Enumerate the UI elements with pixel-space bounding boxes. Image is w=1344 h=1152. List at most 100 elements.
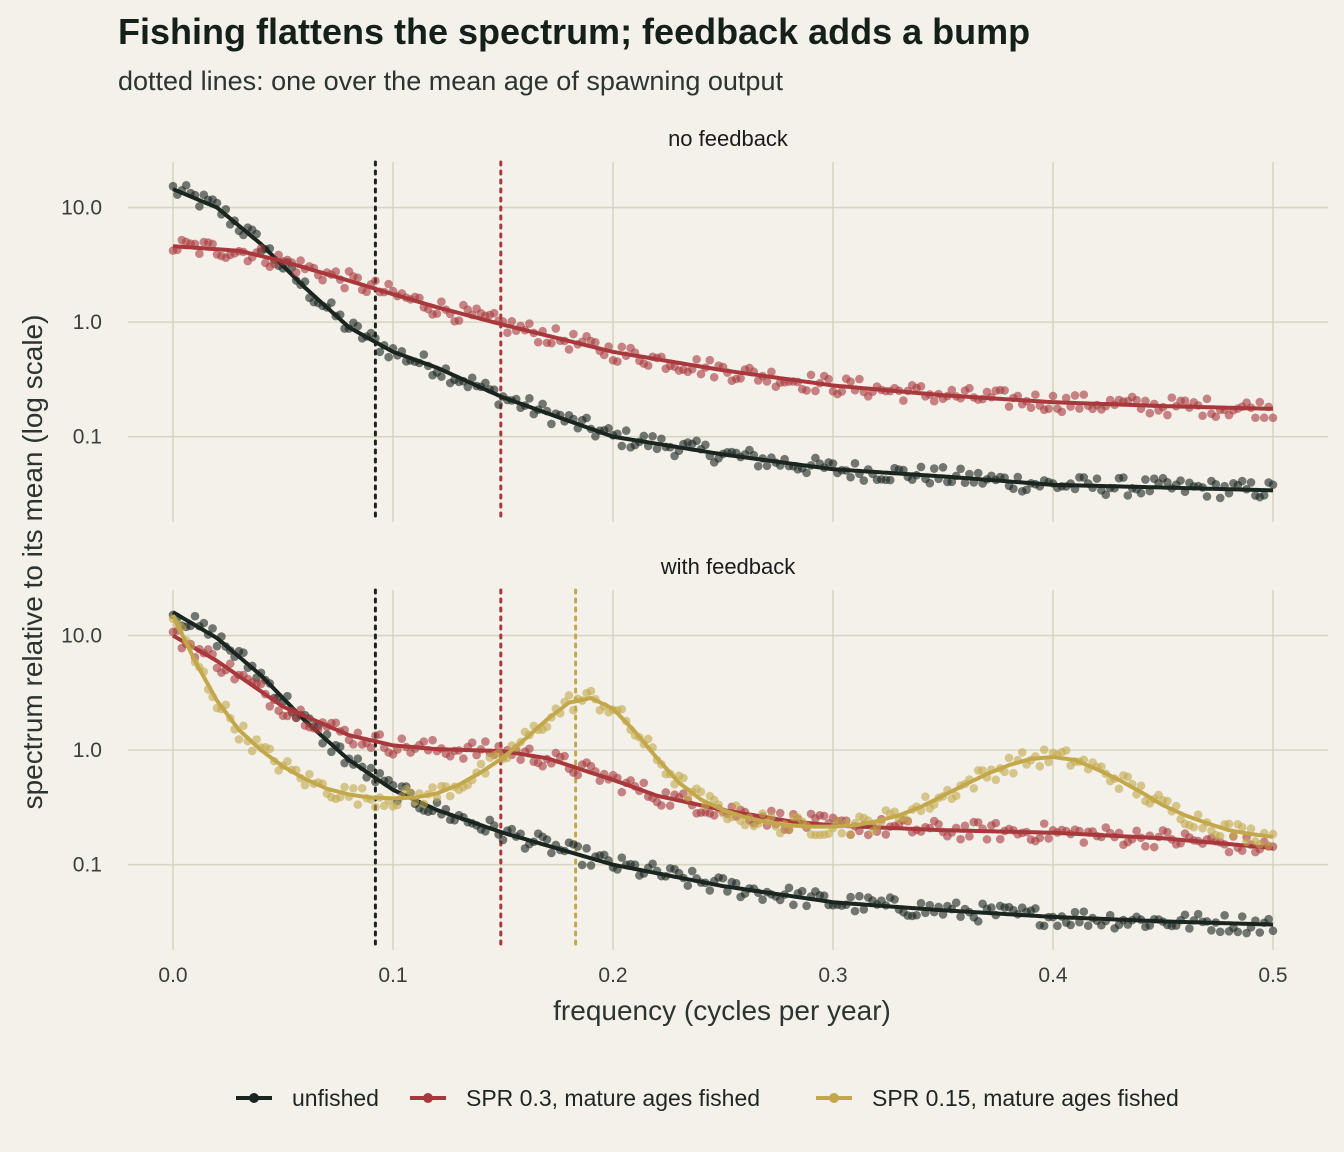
point-spr03 (824, 374, 833, 384)
point-spr03 (1132, 395, 1141, 405)
point-spr03 (599, 350, 609, 360)
point-spr03 (1251, 413, 1260, 423)
point-unfished (1031, 904, 1040, 913)
point-spr015 (921, 792, 930, 801)
point-spr03 (1039, 819, 1049, 828)
point-unfished (1136, 488, 1146, 498)
point-spr015 (1237, 822, 1247, 832)
legend-key-spr015-point (829, 1093, 839, 1103)
point-spr03 (533, 337, 543, 347)
point-spr03 (384, 279, 393, 289)
point-spr015 (1215, 831, 1225, 841)
point-spr03 (551, 324, 561, 333)
point-spr015 (1061, 746, 1071, 755)
point-spr03 (489, 308, 499, 318)
point-unfished (639, 431, 649, 441)
legend: unfished SPR 0.3, mature ages fished SPR… (236, 1085, 1179, 1111)
point-spr03 (692, 355, 701, 364)
panel-2: with feedback 0.1 1.0 10.0 (61, 554, 1328, 952)
point-unfished (1053, 921, 1062, 931)
point-spr03 (929, 396, 939, 406)
point-spr015 (758, 809, 767, 818)
point-spr015 (903, 816, 913, 825)
point-unfished (538, 399, 547, 409)
point-unfished (846, 892, 855, 902)
point-unfished (621, 426, 631, 435)
point-spr03 (503, 328, 512, 338)
point-spr015 (740, 820, 750, 830)
x-tick-label: 0.4 (1038, 964, 1068, 987)
point-unfished (481, 378, 490, 388)
point-unfished (802, 468, 811, 478)
point-spr03 (709, 811, 719, 820)
point-spr03 (995, 834, 1005, 844)
point-spr015 (393, 800, 402, 810)
y-tick-label: 10.0 (61, 197, 102, 220)
point-spr015 (1163, 796, 1172, 806)
point-spr03 (454, 316, 464, 325)
point-unfished (212, 641, 222, 651)
point-unfished (1079, 473, 1089, 482)
point-unfished (239, 648, 248, 657)
point-unfished (1013, 472, 1023, 482)
point-unfished (604, 423, 613, 433)
point-spr015 (1039, 745, 1049, 755)
point-spr015 (696, 787, 706, 797)
point-spr03 (613, 357, 622, 366)
point-spr03 (705, 355, 715, 365)
point-spr015 (353, 800, 363, 809)
point-spr03 (419, 737, 429, 746)
point-unfished (1233, 927, 1243, 937)
y-tick-label: 1.0 (73, 311, 102, 334)
point-spr015 (1255, 840, 1265, 849)
x-tick-label: 0.2 (598, 964, 627, 987)
point-spr015 (1246, 824, 1256, 833)
point-unfished (190, 611, 200, 621)
point-unfished (1075, 917, 1084, 927)
point-unfished (1268, 480, 1278, 490)
point-unfished (855, 891, 864, 901)
point-spr03 (195, 249, 204, 259)
point-spr03 (1035, 833, 1045, 843)
point-spr015 (445, 791, 455, 801)
point-spr015 (1009, 768, 1018, 778)
point-spr03 (225, 659, 235, 668)
point-unfished (947, 477, 957, 487)
point-spr03 (564, 345, 574, 354)
point-spr015 (1044, 757, 1053, 767)
point-unfished (1066, 920, 1075, 930)
point-spr03 (960, 821, 970, 831)
point-unfished (1207, 925, 1216, 935)
point-spr015 (335, 792, 345, 802)
point-unfished (1119, 473, 1128, 482)
point-spr015 (569, 705, 578, 715)
point-spr03 (1026, 403, 1036, 413)
point-spr03 (1070, 391, 1080, 400)
legend-label-spr015: SPR 0.15, mature ages fished (872, 1085, 1179, 1111)
point-unfished (925, 478, 935, 488)
point-spr03 (1198, 411, 1207, 421)
point-spr015 (239, 721, 248, 731)
point-unfished (1101, 490, 1111, 500)
point-spr03 (1268, 413, 1278, 423)
smooth-line-unfished (172, 187, 1274, 493)
point-spr03 (762, 377, 772, 386)
point-spr015 (1242, 837, 1251, 847)
chart-subtitle: dotted lines: one over the mean age of s… (118, 66, 783, 96)
point-spr03 (881, 830, 891, 839)
point-unfished (850, 906, 860, 916)
point-spr03 (1031, 390, 1040, 399)
panel-1: no feedback 0.1 1.0 10.0 (61, 126, 1328, 524)
point-unfished (1211, 479, 1221, 489)
point-spr03 (432, 309, 442, 318)
point-spr03 (591, 337, 600, 347)
point-spr03 (1149, 842, 1159, 852)
point-spr03 (802, 386, 811, 395)
point-spr03 (1141, 396, 1150, 406)
point-unfished (1185, 924, 1194, 933)
point-unfished (916, 898, 926, 908)
point-spr015 (283, 757, 292, 766)
point-spr015 (265, 744, 275, 754)
point-spr03 (397, 734, 407, 743)
point-unfished (687, 866, 697, 876)
